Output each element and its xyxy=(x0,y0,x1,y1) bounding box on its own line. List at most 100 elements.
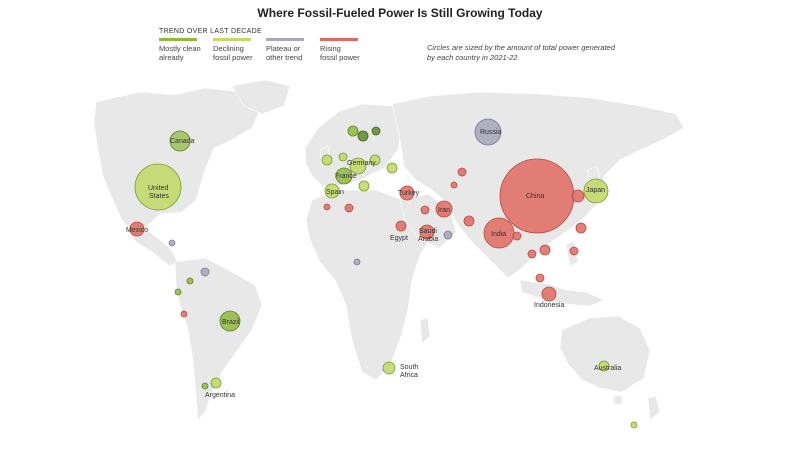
bubble-australia xyxy=(598,360,610,372)
legend-swatch xyxy=(320,38,358,41)
country-labels: Canada United States Mexico Brazil Argen… xyxy=(126,129,621,399)
label-russia: Russia xyxy=(480,129,502,136)
legend-heading: TREND OVER LAST DECADE xyxy=(159,28,262,35)
label-united-states-line2: States xyxy=(149,193,169,200)
bubble-pakistan xyxy=(463,215,475,227)
bubble-uae xyxy=(443,230,453,240)
australia xyxy=(559,315,651,393)
bubble-saudi-arabia xyxy=(419,224,435,240)
legend-item-plateau: Plateau or other trend xyxy=(266,38,326,62)
madagascar xyxy=(419,317,431,345)
legend-item-mostly-clean: Mostly clean already xyxy=(159,38,219,62)
label-united-states-line1: United xyxy=(148,185,168,192)
legend-label: Declining xyxy=(213,44,244,53)
legend-label: other trend xyxy=(266,53,303,62)
label-saudi-arabia-line2: Arabia xyxy=(418,236,438,243)
label-spain: Spain xyxy=(326,189,344,196)
bubble-norway xyxy=(347,125,359,137)
bubble-ukraine xyxy=(386,162,398,174)
label-egypt: Egypt xyxy=(390,235,408,242)
bubble-japan xyxy=(583,178,609,204)
bubble-france xyxy=(335,167,353,185)
bubble-nz xyxy=(630,421,638,429)
bubble-vietnam xyxy=(539,244,551,256)
legend-item-rising: Rising fossil power xyxy=(320,38,380,62)
bubble-malaysia xyxy=(535,273,545,283)
label-iran: Iran xyxy=(438,207,450,214)
bubble-iran xyxy=(435,200,453,218)
bubble-venezuela xyxy=(200,267,210,277)
label-turkey: Turkey xyxy=(398,190,420,197)
central-america xyxy=(127,229,179,267)
bubble-netherlands xyxy=(338,152,348,162)
bubble-indonesia xyxy=(541,286,557,302)
bubble-south-korea xyxy=(571,189,585,203)
bubble-poland xyxy=(369,154,381,166)
bubble-bangladesh xyxy=(512,231,522,241)
map-title: Where Fossil-Fueled Power Is Still Growi… xyxy=(257,6,543,20)
label-china: China xyxy=(526,193,544,200)
bubble-colombia xyxy=(186,277,194,285)
bubble-south-africa xyxy=(382,361,396,375)
sizing-note: Circles are sized by the amount of total… xyxy=(427,43,616,62)
bubble-nigeria xyxy=(353,258,361,266)
label-france: France xyxy=(335,173,357,180)
label-saudi-arabia-line1: Saudi xyxy=(419,228,437,235)
legend-label: fossil power xyxy=(213,53,253,62)
bubble-iraq xyxy=(420,205,430,215)
tasmania xyxy=(613,395,623,405)
bubble-chile xyxy=(201,382,209,390)
label-south-africa-line2: Africa xyxy=(400,372,418,379)
bubble-egypt xyxy=(395,220,407,232)
label-canada: Canada xyxy=(170,138,195,145)
south-america xyxy=(174,257,263,421)
country-bubbles xyxy=(129,118,638,429)
bubble-sweden xyxy=(357,130,369,142)
bubble-uzbekistan xyxy=(450,181,458,189)
bubble-kazakhstan xyxy=(457,167,467,177)
bubble-united-states xyxy=(134,163,182,211)
europe xyxy=(304,103,403,187)
bubble-ecuador xyxy=(174,288,182,296)
greenland xyxy=(231,79,291,115)
label-brazil: Brazil xyxy=(222,319,240,326)
label-japan: Japan xyxy=(586,187,605,194)
legend-label: already xyxy=(159,53,184,62)
southeast-asia-islands xyxy=(519,279,605,307)
legend-item-declining: Declining fossil power xyxy=(213,38,273,62)
legend-swatch xyxy=(159,38,197,41)
bubble-brazil xyxy=(219,310,241,332)
legend-label: Plateau or xyxy=(266,44,301,53)
new-zealand xyxy=(647,395,661,421)
bubble-canada xyxy=(169,130,191,152)
legend-label: fossil power xyxy=(320,53,360,62)
bubble-thailand xyxy=(527,249,537,259)
label-south-africa-line1: South xyxy=(400,364,418,371)
legend-swatch xyxy=(213,38,251,41)
bubble-spain xyxy=(324,183,340,199)
bubble-cuba xyxy=(168,239,176,247)
bubble-turkey xyxy=(399,185,415,201)
bubble-algeria xyxy=(344,203,354,213)
bubble-mexico xyxy=(129,221,145,237)
bubble-philippines xyxy=(569,246,579,256)
legend-swatch xyxy=(266,38,304,41)
bubble-argentina xyxy=(210,377,222,389)
label-germany: Germany xyxy=(347,160,376,167)
label-australia: Australia xyxy=(594,365,621,372)
label-india: India xyxy=(491,231,506,238)
bubble-italy xyxy=(358,180,370,192)
bubble-taiwan xyxy=(575,222,587,234)
north-america xyxy=(93,87,263,233)
bubble-russia xyxy=(474,118,502,146)
label-argentina: Argentina xyxy=(205,392,235,399)
bubble-finland xyxy=(371,126,381,136)
bubble-peru xyxy=(180,310,188,318)
bubble-united-kingdom xyxy=(321,154,333,166)
legend-label: Rising xyxy=(320,44,341,53)
bubble-germany xyxy=(349,157,367,175)
bubble-morocco xyxy=(323,203,331,211)
label-mexico: Mexico xyxy=(126,227,148,234)
label-indonesia: Indonesia xyxy=(534,302,564,309)
